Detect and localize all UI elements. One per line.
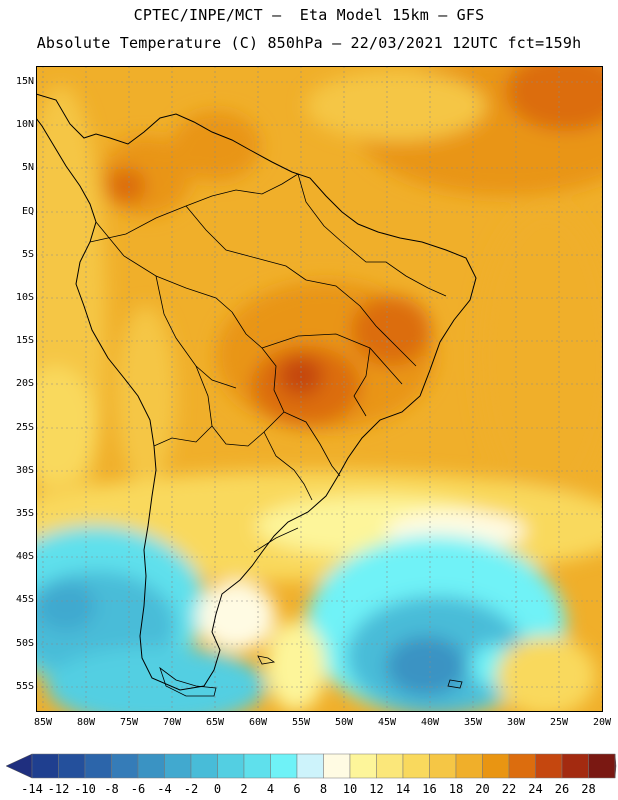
colorbar-swatch [535, 753, 563, 779]
colorbar-label: 2 [240, 782, 248, 796]
title-line-1: CPTEC/INPE/MCT – Eta Model 15km – GFS [133, 6, 485, 24]
colorbar-swatch [349, 753, 377, 779]
colorbar-swatch [164, 753, 192, 779]
lon-label: 45W [377, 717, 397, 728]
lon-label: 55W [291, 717, 311, 728]
colorbar-label: -10 [74, 782, 96, 796]
lon-label: 80W [76, 717, 96, 728]
lat-label: 10N [15, 119, 34, 131]
colorbar-swatch [58, 753, 86, 779]
colorbar-label: 18 [448, 782, 464, 796]
lat-label: 50S [15, 637, 34, 649]
islands [159, 655, 463, 697]
colorbar-label: 14 [395, 782, 411, 796]
colorbar-label: 8 [319, 782, 328, 796]
colorbar-arrow-high [614, 753, 617, 779]
lon-label: 50W [334, 717, 354, 728]
colorbar-swatch [190, 753, 218, 779]
colorbar-swatch [217, 753, 245, 779]
colorbar-swatch [323, 753, 351, 779]
colorbar-arrow-low [5, 753, 33, 779]
colorbar-swatch [376, 753, 404, 779]
colorbar-label: 22 [501, 782, 517, 796]
lon-label: 30W [506, 717, 526, 728]
colorbar-swatch [482, 753, 510, 779]
colorbar-swatch [296, 753, 324, 779]
lat-label: 15S [15, 335, 34, 347]
colorbar-label: 24 [528, 782, 543, 796]
lon-label: 25W [549, 717, 569, 728]
lat-label: 25S [15, 421, 34, 433]
lat-label: 35S [15, 508, 34, 519]
colorbar-label: 6 [293, 782, 301, 796]
country-borders [89, 173, 447, 553]
lat-label: 45S [15, 594, 34, 606]
colorbar-swatch [31, 753, 59, 779]
colorbar-label: 16 [422, 782, 437, 796]
colorbar-label: -14 [21, 782, 43, 796]
lat-label: 55S [15, 680, 34, 692]
colorbar-label: 12 [369, 782, 384, 796]
colorbar-label: -6 [130, 782, 146, 796]
temperature-map [36, 66, 603, 712]
colorbar-label: -4 [157, 782, 172, 796]
colorbar-label: -2 [183, 782, 199, 796]
colorbar-swatch [270, 753, 298, 779]
colorbar-swatch [402, 753, 430, 779]
lon-label: 35W [463, 717, 483, 728]
colorbar-swatch [508, 753, 536, 779]
lat-label: EQ [21, 205, 34, 217]
lon-label: 20W [592, 717, 612, 728]
lon-label: 85W [33, 717, 53, 728]
lon-label: 65W [205, 717, 225, 728]
lat-label: 5N [21, 162, 34, 174]
lat-label: 5S [21, 248, 34, 260]
colorbar-label: 0 [213, 782, 222, 796]
map-border [36, 66, 603, 712]
colorbar-label: 4 [266, 782, 275, 796]
colorbar-label: -8 [104, 782, 119, 796]
lon-label: 60W [248, 717, 268, 728]
lon-label: 75W [119, 717, 139, 728]
colorbar-swatch [429, 753, 457, 779]
colorbar-swatch [561, 753, 589, 779]
title-line-2: Absolute Temperature (C) 850hPa – 22/03/… [36, 34, 582, 52]
lat-label: 20S [15, 378, 34, 390]
temperature-field [36, 66, 603, 712]
colorbar-label: 10 [342, 782, 358, 796]
colorbar-swatch [111, 753, 139, 779]
coastline [36, 93, 477, 691]
colorbar-swatch [455, 753, 483, 779]
lat-label: 40S [15, 551, 34, 563]
colorbar-label: 28 [581, 782, 596, 796]
colorbar-swatch [243, 753, 271, 779]
colorbar [5, 753, 617, 779]
colorbar-swatch [84, 753, 112, 779]
lat-label: 15N [15, 76, 34, 87]
colorbar-swatch [137, 753, 165, 779]
colorbar-swatch [588, 753, 616, 779]
colorbar-label: 26 [554, 782, 570, 796]
colorbar-label: -12 [47, 782, 70, 796]
lat-label: 30S [15, 464, 34, 476]
colorbar-label: 20 [475, 782, 490, 796]
lat-label: 10S [15, 292, 34, 303]
lon-label: 40W [420, 717, 440, 728]
lon-label: 70W [162, 717, 182, 728]
